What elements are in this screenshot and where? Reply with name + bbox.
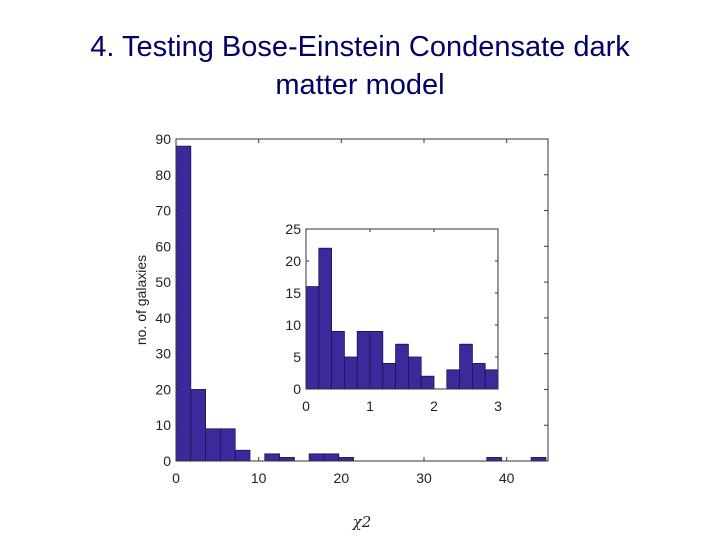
histogram-bar xyxy=(219,428,236,462)
x-tick-label: 1 xyxy=(366,398,374,414)
y-tick-label: 10 xyxy=(155,417,171,433)
y-tick-label: 5 xyxy=(293,349,301,365)
y-tick-label: 80 xyxy=(155,167,171,183)
slide-title: 4. Testing Bose-Einstein Condensate dark… xyxy=(0,28,720,104)
y-tick-label: 60 xyxy=(155,238,171,254)
x-tick-label: 2 xyxy=(430,398,438,414)
histogram-bar xyxy=(446,369,460,390)
histogram-bar xyxy=(486,457,502,462)
x-tick-label: 30 xyxy=(416,470,432,486)
histogram-bar xyxy=(308,453,325,462)
histogram-bar xyxy=(323,453,340,462)
y-tick-label: 70 xyxy=(155,203,171,219)
histogram-bar xyxy=(264,453,280,462)
slide-title-line-2: matter model xyxy=(275,69,445,101)
histogram-bar xyxy=(234,449,251,462)
y-tick-label: 25 xyxy=(285,221,301,237)
histogram-bar xyxy=(530,457,547,462)
histogram-bar xyxy=(190,389,206,462)
histogram-bar xyxy=(205,428,221,462)
x-tick-label: 20 xyxy=(334,470,350,486)
slide-title-line-1: 4. Testing Bose-Einstein Condensate dark xyxy=(90,31,630,63)
y-tick-label: 40 xyxy=(155,310,171,326)
y-tick-label: 30 xyxy=(155,346,171,362)
histogram-bar xyxy=(471,362,486,390)
histogram-bar xyxy=(356,330,371,390)
x-tick-label: 0 xyxy=(302,398,310,414)
histogram-bar xyxy=(279,457,295,462)
x-tick-label: 10 xyxy=(251,470,267,486)
y-tick-label: 0 xyxy=(163,453,171,469)
y-tick-label: 20 xyxy=(285,253,301,269)
histogram-bar xyxy=(459,343,473,390)
axes-frame xyxy=(175,138,549,462)
x-axis-label: χ2 xyxy=(352,513,372,531)
y-tick-label: 50 xyxy=(155,274,171,290)
histogram-bar xyxy=(420,375,435,390)
histogram-bar xyxy=(484,369,499,390)
y-tick-label: 90 xyxy=(155,131,171,147)
histogram-bar xyxy=(331,330,345,390)
histogram-bar xyxy=(343,356,358,390)
y-tick-label: 10 xyxy=(285,317,301,333)
y-tick-label: 0 xyxy=(293,381,301,397)
histogram-bar xyxy=(382,362,396,390)
y-axis-label: no. of galaxies xyxy=(133,255,149,345)
inset-histogram: 0 1 2 3 0 5 10 15 20 25 xyxy=(285,221,502,414)
histogram-bar xyxy=(407,356,422,390)
histogram-bar xyxy=(175,145,192,462)
x-tick-label: 0 xyxy=(172,470,180,486)
axes-frame xyxy=(305,228,499,390)
histogram-bar xyxy=(395,343,409,390)
y-tick-label: 15 xyxy=(285,285,301,301)
x-tick-label: 3 xyxy=(494,398,502,414)
x-tick-label: 40 xyxy=(499,470,515,486)
histogram-bar xyxy=(318,247,332,390)
y-tick-label: 20 xyxy=(155,381,171,397)
histogram-bar xyxy=(305,286,320,390)
histogram-bar xyxy=(369,330,384,390)
